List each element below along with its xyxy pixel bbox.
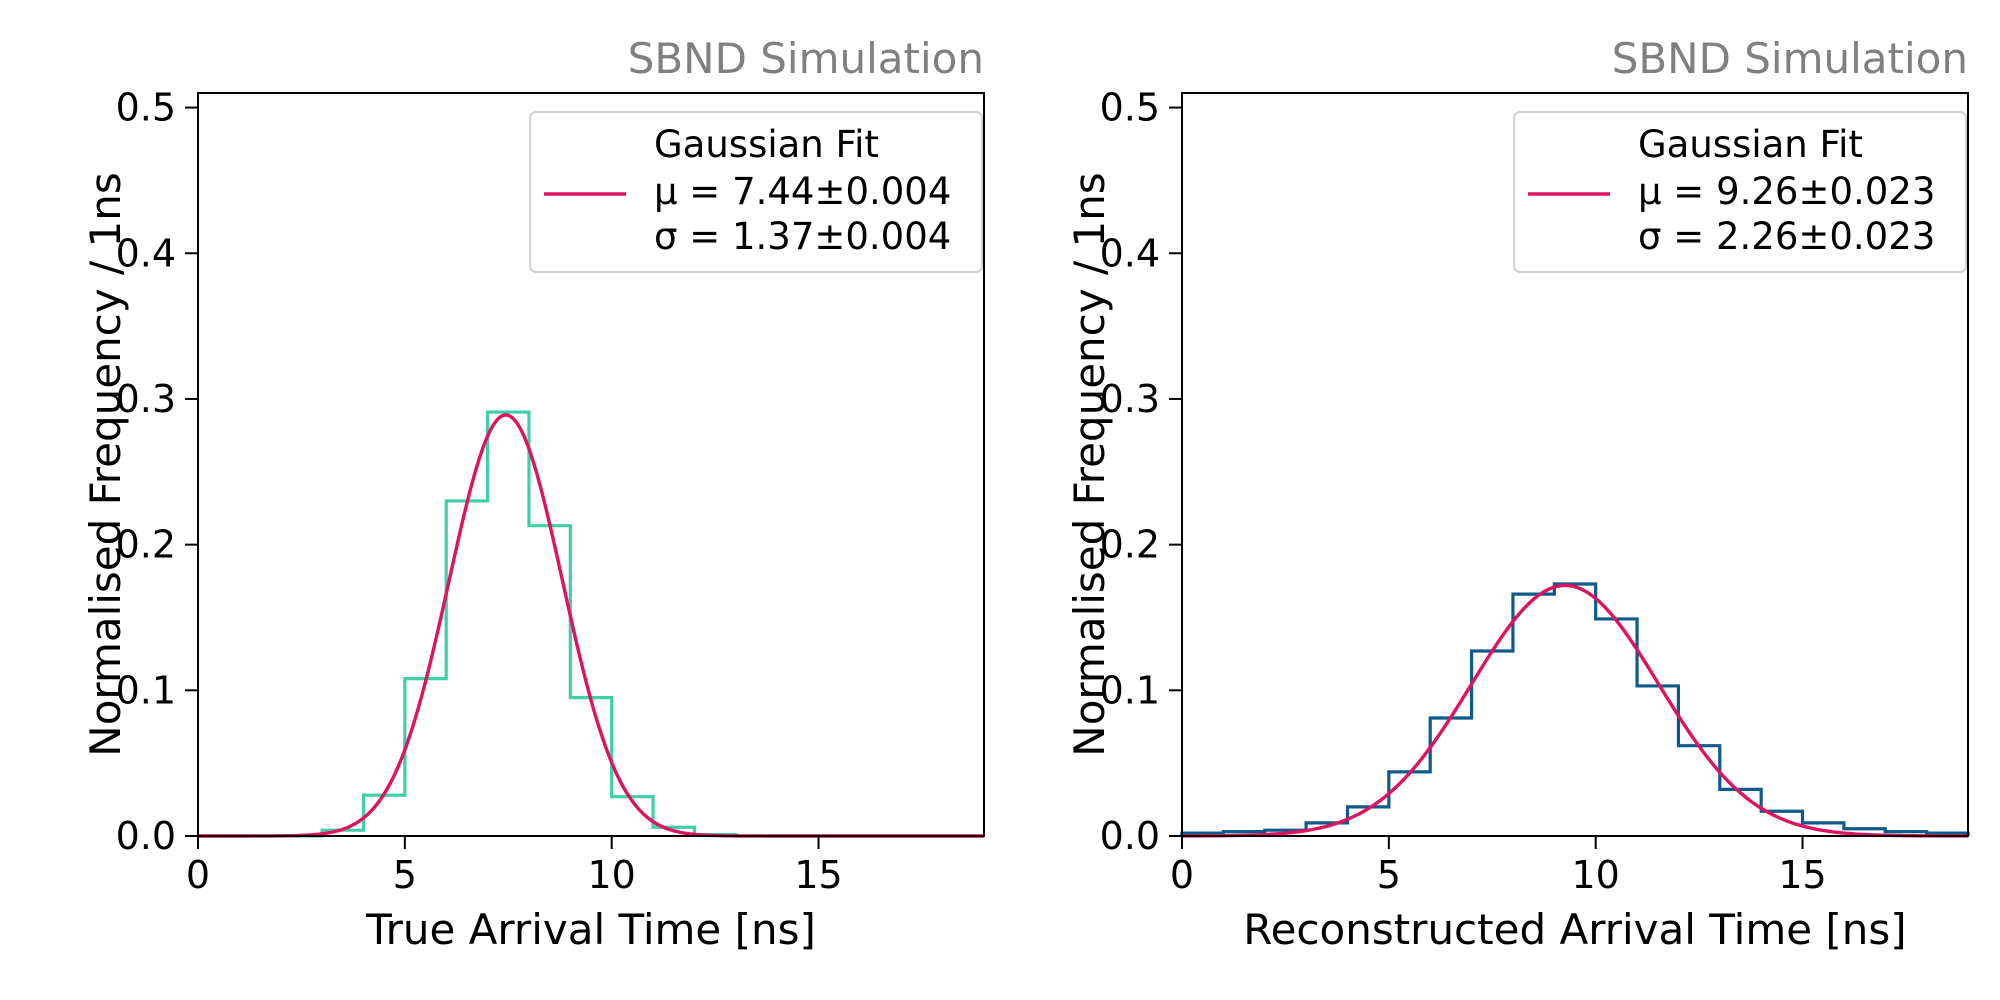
axes-frame	[197, 92, 985, 837]
histogram-series	[1180, 582, 1970, 836]
legend-box	[529, 111, 983, 273]
legend-mu: μ = 7.44±0.004	[654, 170, 951, 213]
left-panel: SBND Simulation 0 5 10 15 0.0 0.1 0.2 0.3 0.4 0.5 T…	[81, 34, 985, 954]
legend-mu: μ = 9.26±0.023	[1638, 170, 1935, 213]
gaussian-fit-curve	[198, 413, 984, 838]
legend-title: Gaussian Fit	[1638, 123, 1863, 166]
axes-frame	[1181, 92, 1969, 837]
x-tick-label: 5	[1377, 853, 1401, 897]
y-axis-label: Normalised Frequency / 1ns	[81, 172, 130, 756]
y-tick-label: 0.0	[116, 814, 176, 858]
y-tick-label: 0.2	[1100, 523, 1160, 567]
legend-title: Gaussian Fit	[654, 123, 879, 166]
histogram-series	[198, 410, 984, 838]
y-tick-label: 0.4	[1100, 231, 1160, 275]
x-tick-label: 15	[1778, 853, 1826, 897]
y-tick-label: 0.0	[1100, 814, 1160, 858]
legend-sigma: σ = 1.37±0.004	[654, 215, 951, 258]
x-tick-label: 15	[794, 853, 842, 897]
x-tick-label: 5	[393, 853, 417, 897]
y-tick-label: 0.1	[1100, 668, 1160, 712]
x-tick-label: 0	[186, 853, 210, 897]
x-tick-label: 0	[1170, 853, 1194, 897]
y-tick-label: 0.5	[1100, 86, 1160, 130]
x-tick-label: 10	[1572, 853, 1620, 897]
legend-box	[1513, 111, 1967, 273]
y-axis-label: Normalised Frequency / 1ns	[1065, 172, 1114, 756]
right-panel: SBND Simulation 0 5 10 15 0.0 0.1 0.2 0.3 0.4 0.5 R…	[1065, 34, 1970, 954]
gaussian-fit-curve	[1182, 583, 1969, 838]
y-tick-label: 0.3	[116, 377, 176, 421]
legend-sigma: σ = 2.26±0.023	[1638, 215, 1935, 258]
x-tick-label: 10	[588, 853, 636, 897]
y-tick-label: 0.4	[116, 231, 176, 275]
watermark-label: SBND Simulation	[628, 34, 984, 83]
watermark-label: SBND Simulation	[1612, 34, 1968, 83]
y-tick-label: 0.5	[116, 86, 176, 130]
x-axis-label: True Arrival Time [ns]	[365, 905, 816, 954]
y-tick-label: 0.2	[116, 523, 176, 567]
y-tick-label: 0.3	[1100, 377, 1160, 421]
x-axis-label: Reconstructed Arrival Time [ns]	[1243, 905, 1906, 954]
y-tick-label: 0.1	[116, 668, 176, 712]
